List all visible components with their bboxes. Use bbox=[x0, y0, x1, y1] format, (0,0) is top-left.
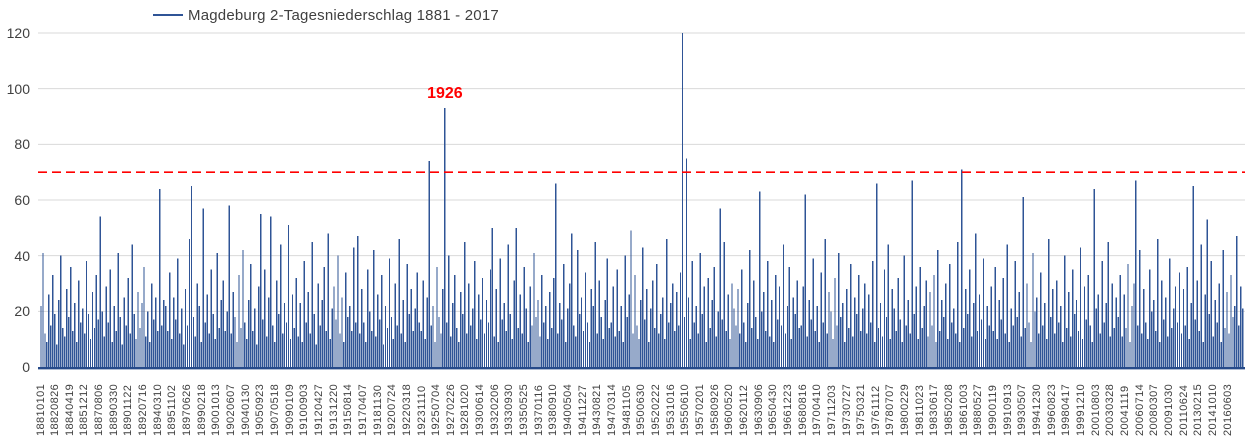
x-tick-label: 18870806 bbox=[93, 383, 106, 436]
x-tick-label: 19520222 bbox=[650, 383, 662, 436]
x-tick-label: 19250704 bbox=[430, 383, 443, 436]
x-tick-label: 19040130 bbox=[239, 383, 252, 436]
x-tick-label: 20110624 bbox=[1177, 384, 1190, 436]
y-tick-label: 100 bbox=[6, 80, 30, 97]
x-tick-label: 19570201 bbox=[693, 383, 706, 436]
x-tick-label: 19020607 bbox=[225, 383, 237, 436]
x-tick-label: 19711203 bbox=[825, 384, 838, 436]
x-tick-label: 19090109 bbox=[283, 383, 296, 436]
x-tick-label: 19470314 bbox=[606, 383, 619, 436]
x-tick-label: 19500630 bbox=[635, 383, 648, 436]
x-tick-label: 19300614 bbox=[474, 383, 487, 436]
x-tick-label: 18970626 bbox=[181, 383, 194, 436]
x-tick-label: 19830617 bbox=[928, 383, 941, 436]
x-tick-label: 19181130 bbox=[371, 384, 384, 436]
x-tick-label: 19270226 bbox=[444, 383, 457, 436]
y-tick-label: 60 bbox=[14, 192, 30, 208]
x-tick-label: 19100903 bbox=[298, 383, 311, 436]
x-tick-label: 19320206 bbox=[488, 383, 501, 436]
x-tick-label: 19481105 bbox=[620, 384, 633, 436]
x-tick-label: 19350525 bbox=[518, 383, 531, 436]
x-tick-label: 19580926 bbox=[708, 383, 721, 436]
x-tick-label: 19850208 bbox=[943, 383, 956, 436]
x-tick-label: 19600520 bbox=[723, 383, 736, 436]
x-tick-label: 20041119 bbox=[1118, 385, 1131, 436]
x-tick-label: 20080307 bbox=[1148, 383, 1161, 436]
x-tick-label: 19680816 bbox=[796, 383, 809, 436]
x-tick-label: 19941230 bbox=[1031, 383, 1044, 436]
x-tick-label: 19411227 bbox=[576, 384, 589, 436]
x-tick-label: 19231110 bbox=[415, 385, 428, 436]
x-tick-label: 18810101 bbox=[34, 383, 47, 436]
x-tick-label: 19700410 bbox=[811, 383, 824, 436]
x-tick-label: 19880527 bbox=[972, 383, 985, 436]
x-tick-label: 18851212 bbox=[78, 383, 91, 436]
x-tick-label: 19170407 bbox=[356, 383, 369, 436]
x-tick-label: 19070518 bbox=[268, 383, 281, 436]
legend-line-marker bbox=[153, 14, 183, 16]
x-tick-label: 20091030 bbox=[1162, 383, 1175, 436]
x-tick-label: 18920716 bbox=[137, 383, 150, 436]
y-tick-label: 0 bbox=[22, 359, 30, 375]
x-tick-label: 19991210 bbox=[1075, 383, 1087, 436]
x-tick-label: 19150814 bbox=[342, 383, 355, 436]
x-tick-label: 19200724 bbox=[386, 383, 399, 436]
x-tick-label: 18820826 bbox=[49, 383, 62, 436]
x-tick-label: 18901122 bbox=[122, 384, 135, 436]
x-tick-label: 20130215 bbox=[1192, 383, 1205, 436]
x-tick-label: 20010803 bbox=[1089, 383, 1102, 436]
x-tick-label: 19370116 bbox=[532, 384, 545, 436]
x-tick-label: 19910913 bbox=[1001, 383, 1014, 436]
x-tick-label: 19980417 bbox=[1060, 383, 1073, 436]
x-tick-label: 20141010 bbox=[1206, 383, 1219, 436]
x-tick-label: 19900119 bbox=[987, 384, 1000, 436]
peak-year-annotation: 1926 bbox=[427, 85, 463, 103]
x-tick-label: 19650430 bbox=[767, 383, 780, 436]
x-tick-label: 19730727 bbox=[840, 383, 853, 436]
x-tick-label: 19620112 bbox=[737, 384, 750, 436]
x-tick-label: 19761112 bbox=[869, 385, 882, 436]
x-tick-label: 20060714 bbox=[1133, 383, 1146, 436]
x-tick-label: 18840419 bbox=[63, 383, 76, 436]
x-tick-label: 19861003 bbox=[957, 383, 970, 436]
x-tick-label: 19661223 bbox=[781, 383, 794, 436]
x-tick-label: 20030328 bbox=[1104, 383, 1117, 436]
x-tick-label: 18940310 bbox=[151, 383, 164, 436]
x-tick-label: 18990218 bbox=[195, 383, 208, 436]
x-tick-label: 19001013 bbox=[210, 383, 223, 436]
x-tick-label: 19120427 bbox=[312, 383, 325, 436]
x-tick-label: 19960823 bbox=[1045, 383, 1058, 436]
x-tick-label: 19050923 bbox=[254, 383, 267, 436]
x-tick-label: 19930507 bbox=[1016, 383, 1029, 436]
x-tick-label: 19281020 bbox=[459, 383, 472, 436]
x-tick-label: 19630906 bbox=[752, 383, 765, 436]
x-tick-label: 19800229 bbox=[899, 383, 912, 436]
y-tick-label: 80 bbox=[14, 136, 30, 153]
x-tick-label: 19531016 bbox=[664, 383, 677, 436]
x-tick-label: 19550610 bbox=[679, 383, 692, 436]
y-tick-label: 40 bbox=[14, 247, 30, 264]
x-tick-label: 19430821 bbox=[591, 383, 604, 436]
y-tick-label: 120 bbox=[6, 25, 30, 41]
x-tick-label: 18951102 bbox=[166, 384, 179, 436]
x-tick-label: 19380910 bbox=[547, 383, 560, 436]
x-tick-label: 19811023 bbox=[913, 384, 926, 436]
chart-legend: Magdeburg 2-Tagesniederschlag 1881 - 201… bbox=[153, 4, 499, 26]
x-tick-label: 18890330 bbox=[107, 383, 120, 436]
y-tick-label: 20 bbox=[14, 303, 30, 320]
x-tick-label: 19220318 bbox=[400, 383, 413, 436]
x-tick-label: 19330930 bbox=[503, 383, 516, 436]
x-tick-label: 20160603 bbox=[1221, 383, 1234, 436]
x-tick-label: 19750321 bbox=[855, 383, 868, 436]
x-tick-label: 19400504 bbox=[562, 383, 575, 436]
x-tick-label: 19131220 bbox=[327, 383, 340, 436]
legend-series-label: Magdeburg 2-Tagesniederschlag 1881 - 201… bbox=[188, 6, 499, 24]
x-tick-label: 19780707 bbox=[884, 383, 897, 436]
